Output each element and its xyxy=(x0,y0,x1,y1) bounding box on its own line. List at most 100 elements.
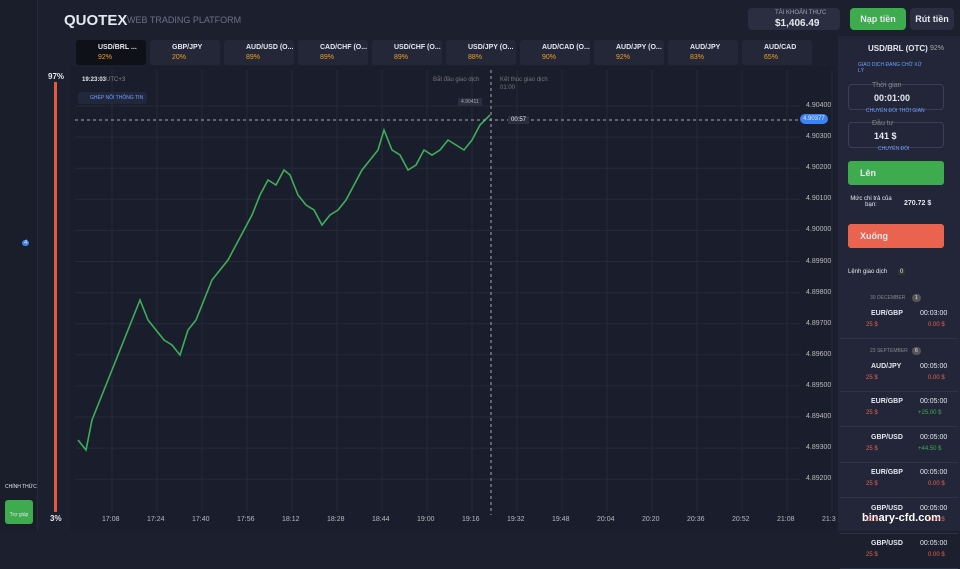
deposit-button[interactable]: Nạp tiền xyxy=(850,8,906,30)
marker: 4.90411 xyxy=(458,98,482,106)
x-tick-label: 17:56 xyxy=(237,516,255,523)
payout-top: 97% xyxy=(48,72,65,81)
trade-row xyxy=(840,431,958,463)
x-tick-label: 17:08 xyxy=(102,516,120,523)
y-tick-label: 4.89700 xyxy=(806,319,832,327)
asset-tab[interactable] xyxy=(298,40,368,65)
invest-value[interactable]: 141 $ xyxy=(874,131,897,141)
asset-payout: 92% xyxy=(930,45,945,52)
tab-payout: 92% xyxy=(98,54,113,61)
trade-result: 0.00 $ xyxy=(928,552,945,558)
x-tick-label: 19:00 xyxy=(417,516,435,523)
trade-time: 00:05:00 xyxy=(920,504,948,512)
trade-date: 23 SEPTEMBER xyxy=(870,347,908,354)
x-tick-label: 20:52 xyxy=(732,516,750,523)
watermark: binary-cfd.com xyxy=(862,512,941,524)
time-switch[interactable]: CHUYỂN ĐỔI THỜI GIAN xyxy=(866,108,925,114)
y-tick-label: 4.89500 xyxy=(806,381,832,389)
trade-amount: 25 $ xyxy=(866,445,878,452)
trade-time: 00:05:00 xyxy=(920,362,948,370)
asset-tab[interactable] xyxy=(150,40,220,65)
platform: WEB TRADING PLATFORM xyxy=(127,15,242,25)
trade-amount: 25 $ xyxy=(866,552,878,558)
trade-pair: EUR/GBP xyxy=(871,310,903,317)
trade-amount: 25 $ xyxy=(866,322,878,328)
trade-date: 30 DECEMBER xyxy=(870,295,906,301)
trade-time: 00:05:00 xyxy=(920,433,948,441)
tab-name: AUD/CAD xyxy=(764,44,797,51)
countdown: 00:57 xyxy=(508,116,530,124)
y-tick-label: 4.90000 xyxy=(806,226,832,234)
trade-amount: 25 $ xyxy=(866,374,878,381)
x-tick-label: 21:3 xyxy=(822,516,836,523)
tab-name: CAD/CHF (O... xyxy=(320,44,368,51)
asset-tab[interactable] xyxy=(224,40,294,65)
account-type: TÀI KHOẢN THỰC xyxy=(775,10,827,16)
trade-pair: AUD/JPY xyxy=(871,362,902,370)
tab-payout: 83% xyxy=(690,54,705,61)
invest-switch[interactable]: CHUYỂN ĐỔI xyxy=(878,146,910,152)
time-label: Thời gian xyxy=(872,82,902,89)
tab-name: USD/CHF (O... xyxy=(394,44,441,51)
tab-payout: 89% xyxy=(320,54,335,61)
y-tick-label: 4.89900 xyxy=(806,257,832,265)
asset-tab[interactable] xyxy=(446,40,516,65)
trades-tab[interactable]: Lệnh giao dịch xyxy=(848,269,888,275)
trade-row xyxy=(840,307,958,339)
asset-tab[interactable] xyxy=(742,40,812,65)
trade-time: 00:05:00 xyxy=(920,469,948,476)
y-tick-label: 4.89800 xyxy=(806,288,832,296)
balance[interactable]: $1,406.49 xyxy=(775,18,820,29)
tab-payout: 65% xyxy=(764,54,779,61)
up-button[interactable]: Lên xyxy=(848,161,944,185)
trade-pair: GBP/USD xyxy=(871,540,903,547)
asset-tab[interactable] xyxy=(668,40,738,65)
trade-row xyxy=(840,395,958,427)
asset: USD/BRL (OTC) xyxy=(868,44,928,53)
withdraw-button[interactable]: Rút tiền xyxy=(910,8,954,30)
x-tick-label: 19:32 xyxy=(507,516,525,523)
trade-row xyxy=(840,360,958,392)
trade-result: 0.00 $ xyxy=(928,374,945,381)
tab-name: GBP/JPY xyxy=(172,44,203,51)
trade-pair: EUR/GBP xyxy=(871,469,903,476)
tab-name: AUD/JPY xyxy=(690,44,721,51)
trade-amount: 25 $ xyxy=(866,410,878,416)
price-line xyxy=(77,114,491,452)
payout-label: Mức chi trả của bạn: xyxy=(850,196,892,208)
asset-tab[interactable] xyxy=(76,40,146,65)
y-tick-label: 4.90400 xyxy=(806,102,832,109)
official: CHÍNH THỨC xyxy=(5,484,37,490)
time-box xyxy=(848,84,944,110)
left-sidebar xyxy=(0,0,38,531)
y-tick-label: 4.89400 xyxy=(806,413,832,420)
tab-payout: 20% xyxy=(172,54,187,61)
y-tick-label: 4.90100 xyxy=(806,195,832,203)
down-button[interactable]: Xuống xyxy=(848,224,944,248)
badge: 4 xyxy=(22,240,30,246)
invest-box xyxy=(848,122,944,148)
time-value[interactable]: 00:01:00 xyxy=(874,93,911,103)
x-tick-label: 21:08 xyxy=(777,516,795,523)
support-button[interactable]: Trợ giúp xyxy=(5,500,33,524)
trade-pair: EUR/GBP xyxy=(871,398,903,405)
asset-tab[interactable] xyxy=(594,40,664,65)
x-tick-label: 20:20 xyxy=(642,516,660,523)
asset-tab[interactable] xyxy=(372,40,442,65)
x-tick-label: 20:36 xyxy=(687,516,705,523)
tab-payout: 89% xyxy=(246,54,261,61)
payout-bottom: 3% xyxy=(50,514,62,523)
asset-tab[interactable] xyxy=(520,40,590,65)
current-price: 4.90377 xyxy=(800,114,828,124)
x-tick-label: 20:04 xyxy=(597,516,615,523)
trades-count: 0 xyxy=(898,269,906,275)
chart-tz: UTC+3 xyxy=(106,77,126,83)
chart-svg xyxy=(54,70,833,515)
tab-name: AUD/CAD (O... xyxy=(542,44,590,51)
trade-time: 00:05:00 xyxy=(920,398,948,405)
tab-name: AUD/USD (O... xyxy=(246,44,294,51)
tab-payout: 90% xyxy=(542,54,557,61)
info-button[interactable]: GHÉP NỐI THÔNG TIN xyxy=(78,92,148,104)
